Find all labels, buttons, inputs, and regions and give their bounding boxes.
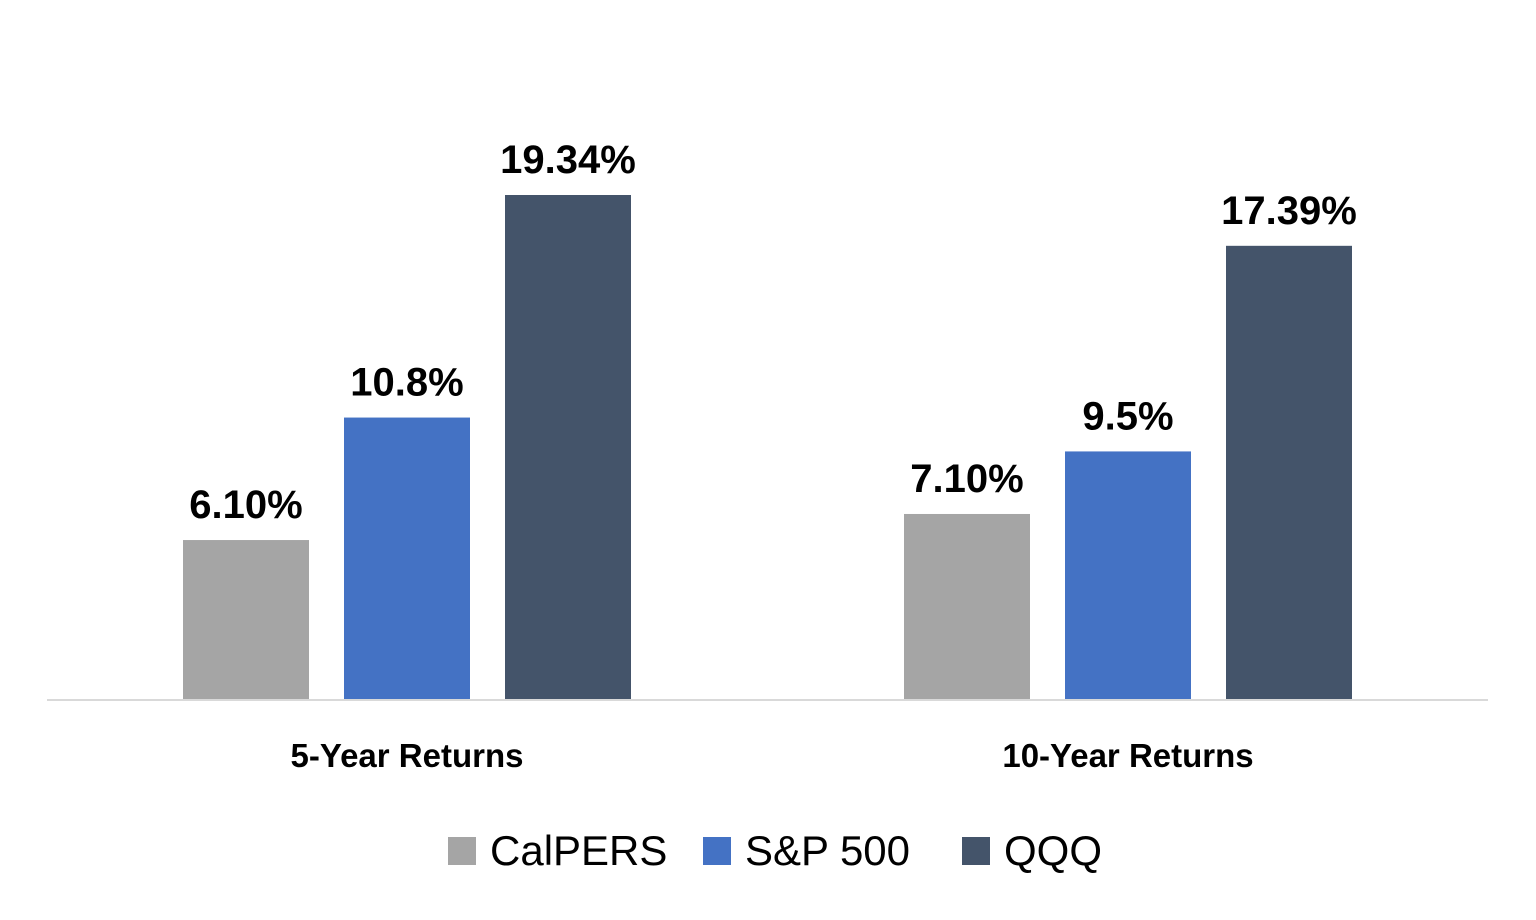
data-label: 17.39%: [1221, 189, 1357, 233]
bar: [505, 194, 631, 699]
legend-label: CalPERS: [490, 827, 667, 874]
bar: [183, 540, 309, 699]
legend-label: S&P 500: [745, 827, 910, 874]
legend-swatch: [448, 837, 476, 865]
legend-label: QQQ: [1004, 827, 1102, 874]
data-label: 19.34%: [500, 138, 636, 182]
category-label: 10-Year Returns: [1002, 737, 1253, 774]
category-label: 5-Year Returns: [291, 737, 524, 774]
bar: [1065, 451, 1191, 699]
legend-swatch: [962, 837, 990, 865]
data-label: 10.8%: [350, 361, 463, 405]
data-label: 6.10%: [189, 483, 302, 527]
legend-swatch: [703, 837, 731, 865]
bar: [904, 513, 1030, 699]
data-label: 9.5%: [1082, 394, 1173, 438]
data-label: 7.10%: [910, 457, 1023, 501]
bar: [344, 417, 470, 699]
bar: [1226, 245, 1352, 700]
